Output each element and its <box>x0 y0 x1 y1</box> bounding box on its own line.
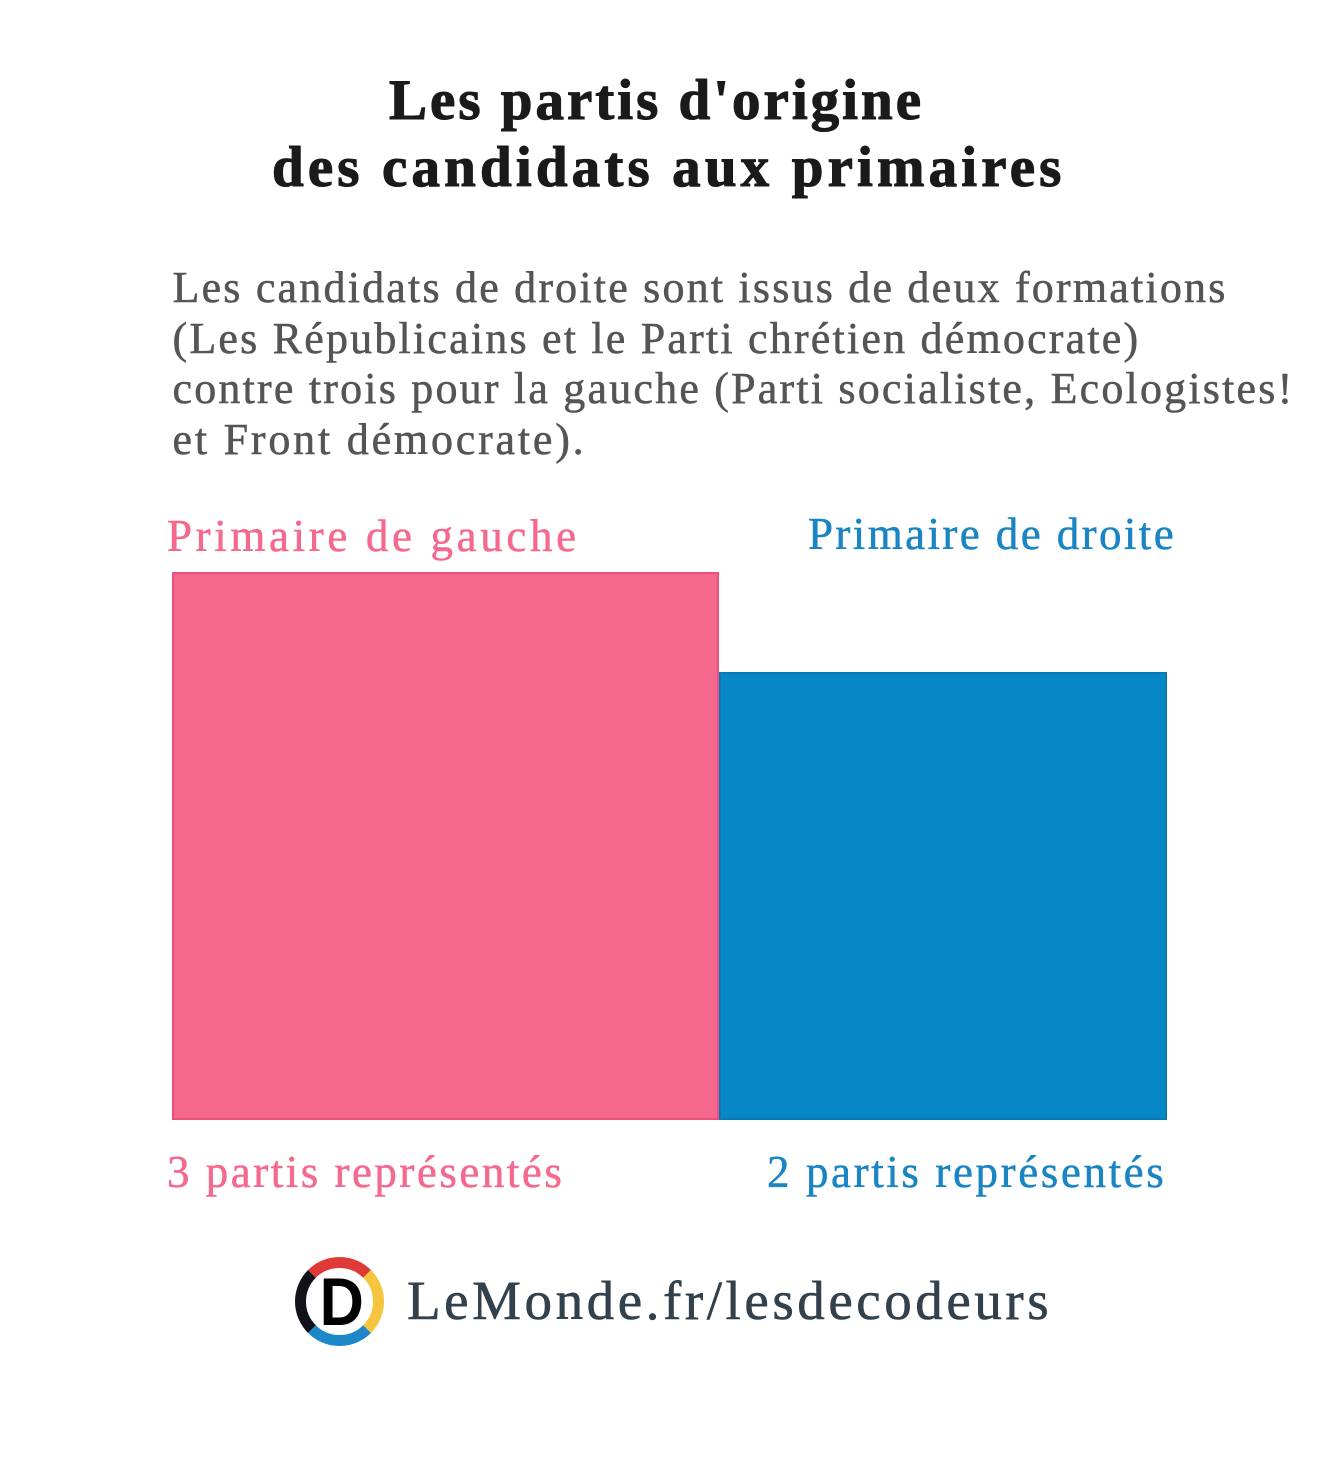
svg-text:D: D <box>320 1263 364 1340</box>
